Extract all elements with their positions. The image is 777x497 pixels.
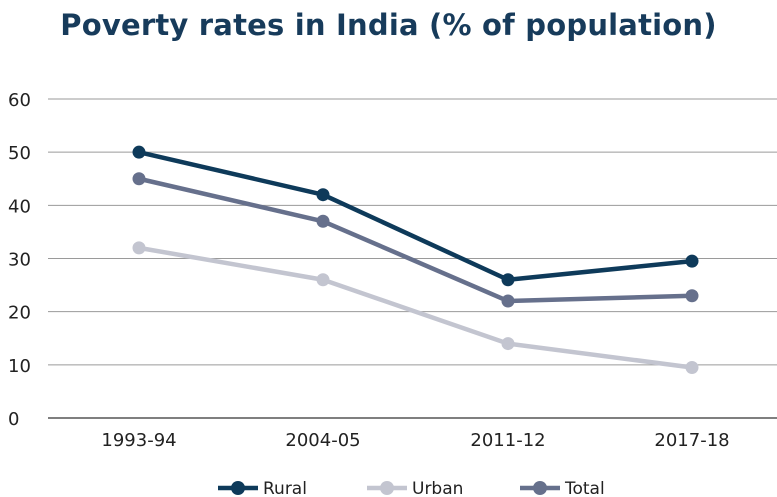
y-axis-ticks: 0 10 20 30 40 50 60 [8, 90, 31, 430]
legend-label: Total [564, 479, 605, 497]
legend-label: Rural [263, 479, 307, 497]
y-tick-label: 20 [8, 303, 31, 324]
legend-label: Urban [412, 479, 463, 497]
data-point-urban [316, 273, 330, 287]
y-tick-label: 50 [8, 143, 31, 164]
data-point-rural [685, 254, 699, 268]
series-line-urban [136, 245, 695, 370]
x-tick-label: 2011-12 [470, 430, 545, 451]
legend: Rural Urban Total [218, 479, 605, 497]
data-point-urban [685, 360, 699, 374]
y-tick-label: 40 [8, 196, 31, 217]
x-axis-ticks: 1993-94 2004-05 2011-12 2017-18 [101, 430, 729, 451]
x-tick-label: 2004-05 [285, 430, 360, 451]
series-line-rural [136, 149, 695, 283]
legend-swatch-marker [380, 481, 394, 495]
data-point-total [501, 294, 515, 308]
data-point-urban [501, 337, 515, 351]
legend-item-total: Total [520, 479, 605, 497]
legend-item-rural: Rural [218, 479, 307, 497]
series-points [132, 145, 699, 374]
y-tick-label: 30 [8, 250, 31, 271]
data-point-total [316, 214, 330, 228]
y-tick-label: 60 [8, 90, 31, 111]
data-point-rural [501, 273, 515, 287]
data-point-urban [132, 241, 146, 255]
series-lines [136, 149, 695, 370]
data-point-total [132, 172, 146, 186]
chart-title: Poverty rates in India (% of population) [60, 8, 717, 42]
data-point-total [685, 289, 699, 303]
legend-swatch-marker [533, 481, 547, 495]
x-tick-label: 1993-94 [101, 430, 176, 451]
legend-swatch-marker [231, 481, 245, 495]
y-tick-label: 0 [8, 409, 19, 430]
x-tick-label: 2017-18 [654, 430, 729, 451]
legend-item-urban: Urban [367, 479, 463, 497]
y-tick-label: 10 [8, 356, 31, 377]
data-point-rural [132, 145, 146, 159]
series-line-total [136, 176, 695, 304]
data-point-rural [316, 188, 330, 202]
